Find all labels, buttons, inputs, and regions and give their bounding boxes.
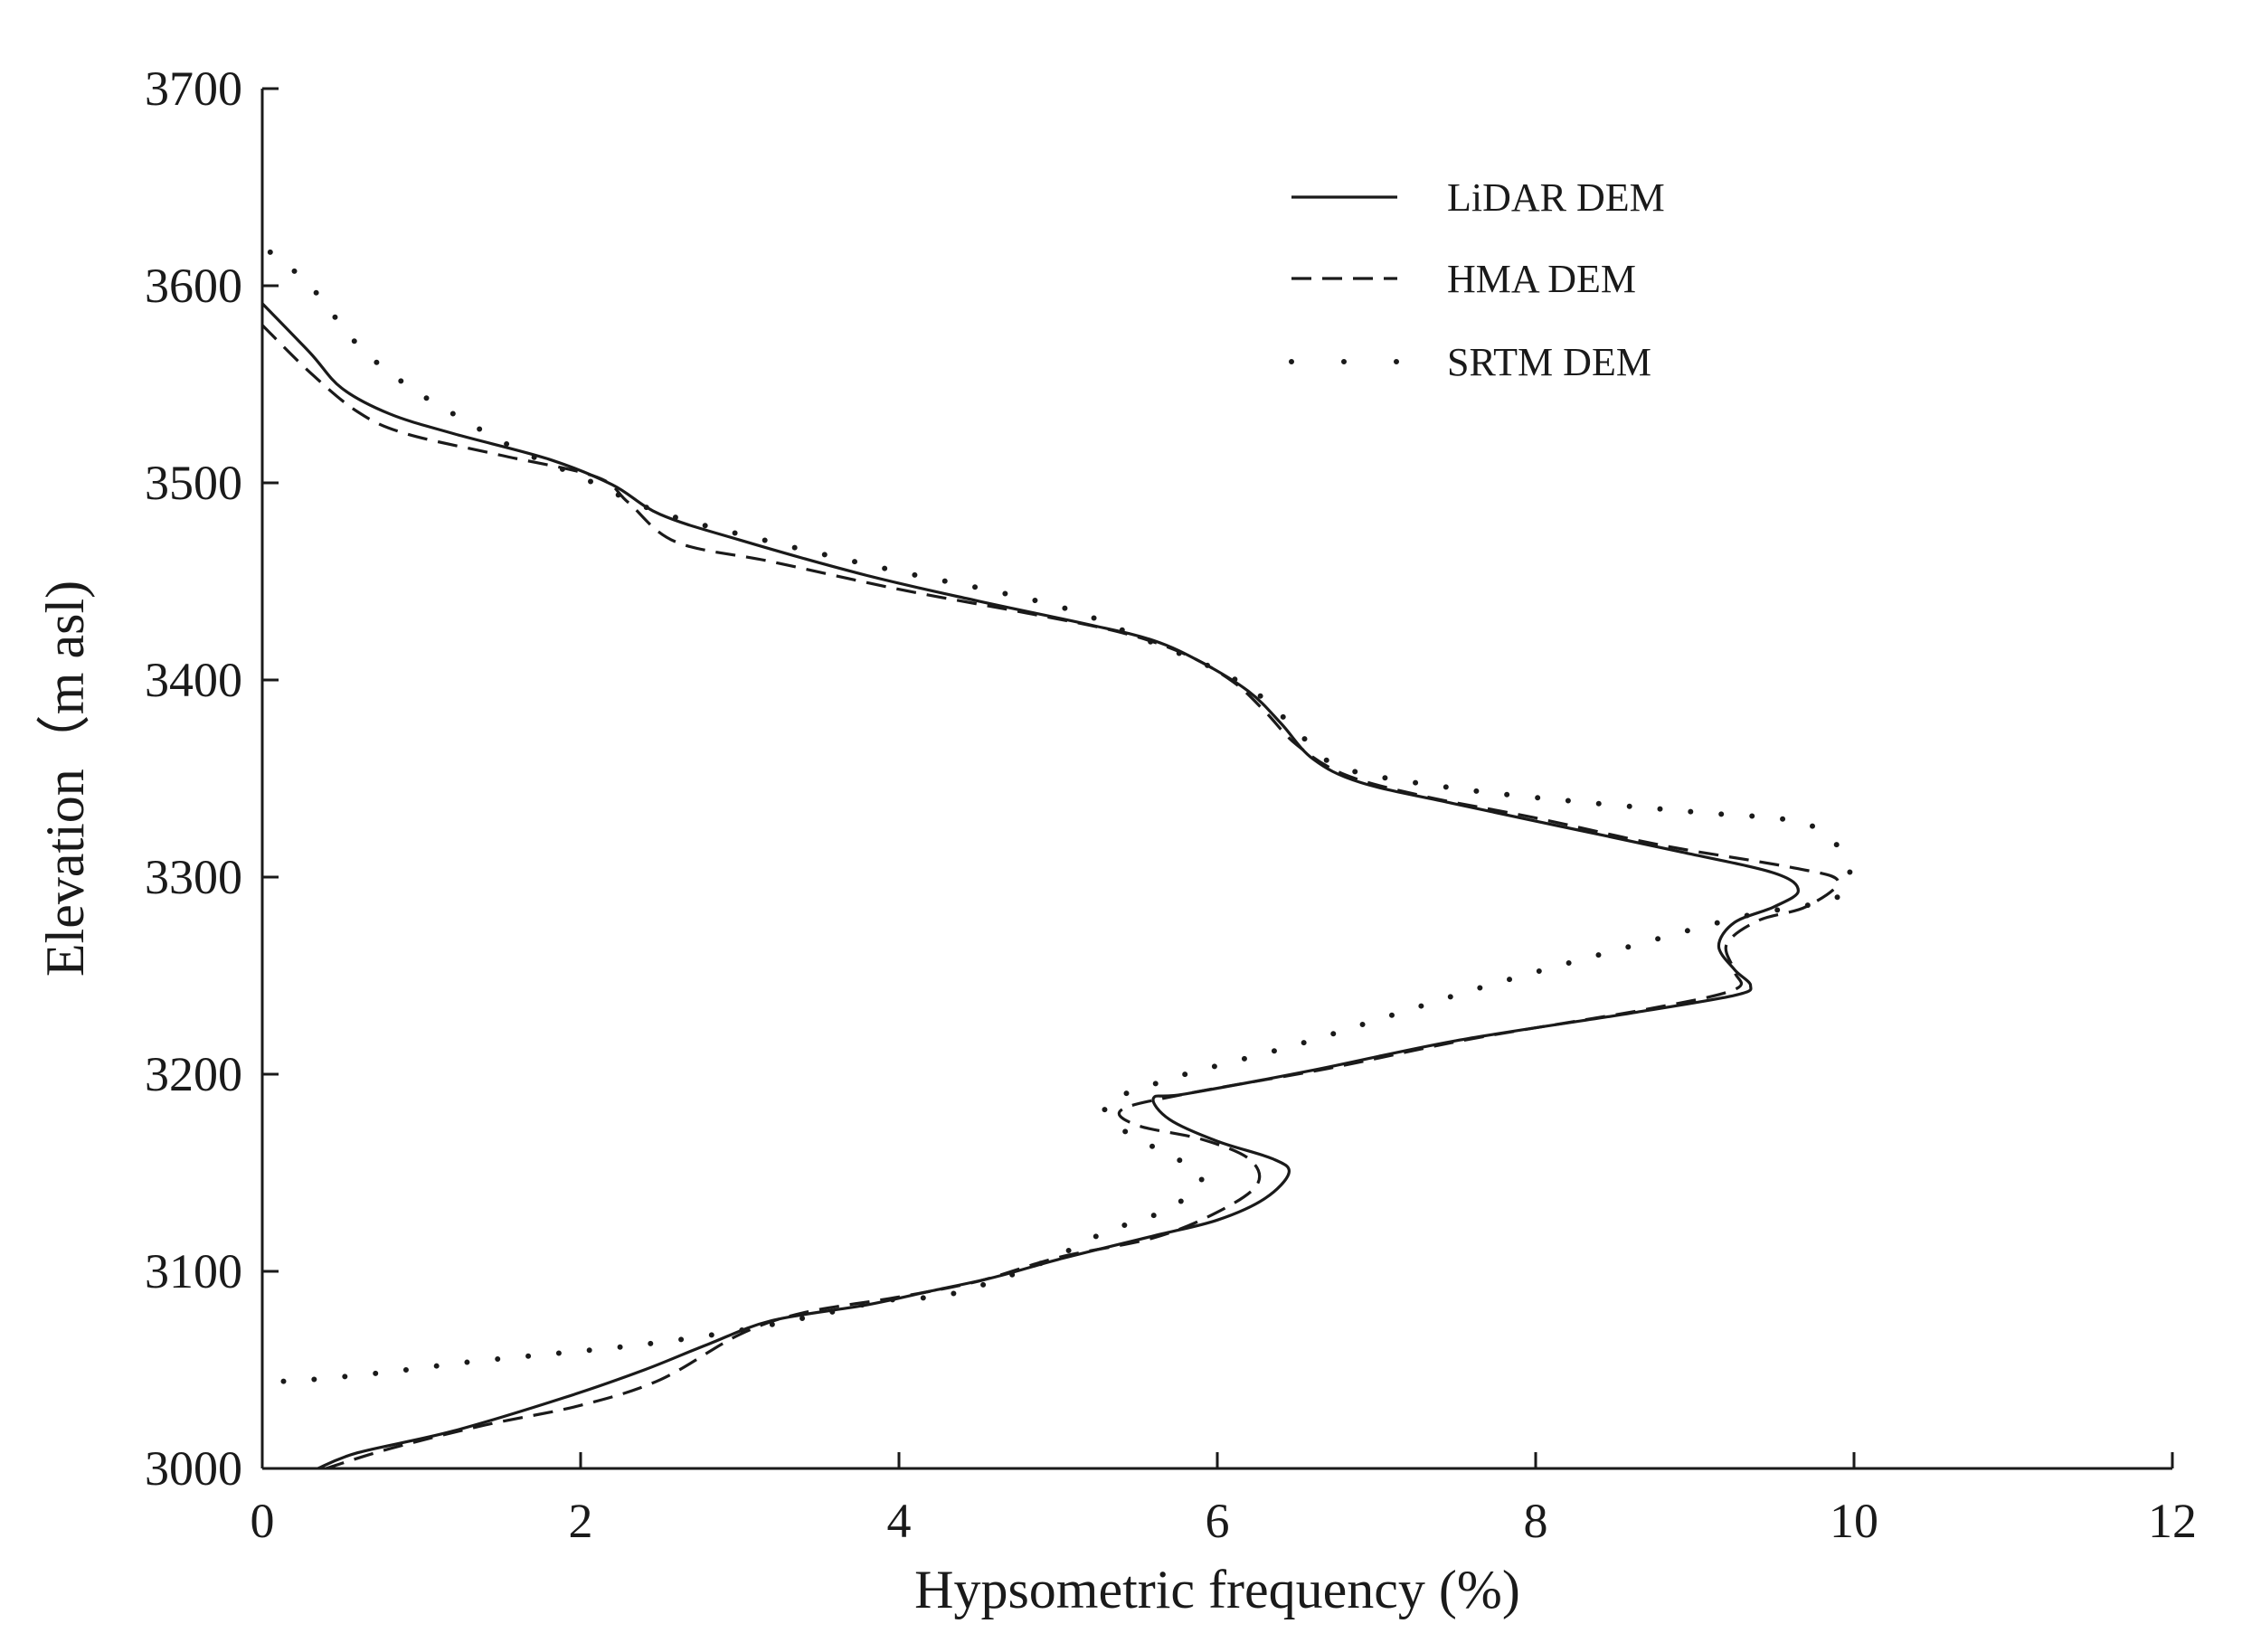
x-tick-label: 4: [887, 1494, 912, 1548]
legend-label-lidar-dem: LiDAR DEM: [1447, 175, 1665, 220]
y-tick-label: 3500: [145, 456, 242, 510]
series-layer: [260, 249, 1854, 1470]
y-tick-label: 3000: [145, 1441, 242, 1496]
axes: 0 2 4 6 8 10 12 3000 3100 3200 3300 3400 3500 3600 370…: [145, 61, 2197, 1548]
y-tick-label: 3300: [145, 850, 242, 904]
legend-label-srtm-dem: SRTM DEM: [1447, 340, 1651, 384]
x-tick-label: 0: [251, 1494, 275, 1548]
x-tick-label: 12: [2148, 1494, 2197, 1548]
y-tick-label: 3200: [145, 1047, 242, 1101]
x-tick-label: 2: [569, 1494, 593, 1548]
x-tick-label: 8: [1524, 1494, 1548, 1548]
y-axis-title: Elevation（m asl): [35, 581, 95, 977]
x-axis-title: Hypsometric frequency (%): [914, 1560, 1520, 1619]
x-tick-label: 6: [1206, 1494, 1230, 1548]
y-tick-label: 3700: [145, 61, 242, 116]
legend: LiDAR DEM HMA DEM SRTM DEM: [1289, 175, 1665, 384]
legend-label-hma-dem: HMA DEM: [1447, 257, 1636, 301]
x-tick-label: 10: [1830, 1494, 1878, 1548]
y-tick-label: 3100: [145, 1244, 242, 1298]
series-line-hma-dem: [260, 324, 1840, 1470]
y-tick-label: 3600: [145, 259, 242, 313]
y-tick-label: 3400: [145, 653, 242, 707]
